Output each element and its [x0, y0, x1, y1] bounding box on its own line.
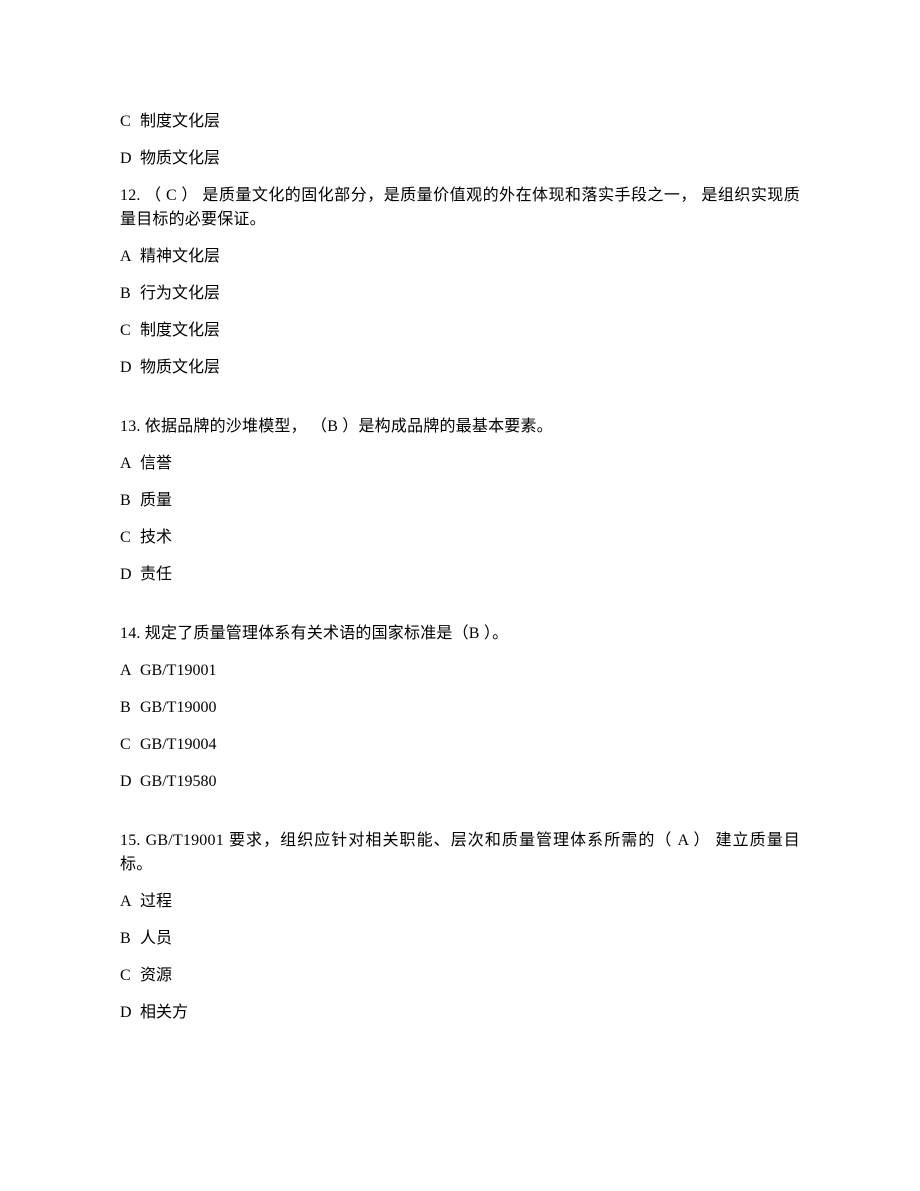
option-label: B: [120, 696, 136, 720]
question-text: 12. （ C ） 是质量文化的固化部分，是质量价值观的外在体现和落实手段之一，…: [120, 184, 800, 232]
option-text: 资源: [140, 967, 172, 984]
option-label: C: [120, 733, 136, 757]
option-row: C GB/T19004: [120, 733, 800, 757]
option-text: GB/T19001: [140, 662, 216, 679]
option-label: D: [120, 356, 136, 380]
spacer: [120, 600, 800, 622]
option-row: C 技术: [120, 526, 800, 550]
option-row: A GB/T19001: [120, 659, 800, 683]
document-page: C 制度文化层 D 物质文化层 12. （ C ） 是质量文化的固化部分，是质量…: [0, 0, 920, 1098]
option-row: B 行为文化层: [120, 282, 800, 306]
question-text: 14. 规定了质量管理体系有关术语的国家标准是（B ）。: [120, 622, 800, 646]
question-text: 15. GB/T19001 要求，组织应针对相关职能、层次和质量管理体系所需的（…: [120, 829, 800, 877]
option-label: C: [120, 964, 136, 988]
question-body: GB/T19001 要求，组织应针对相关职能、层次和质量管理体系所需的（ A ）…: [120, 832, 800, 873]
option-text: 过程: [140, 893, 172, 910]
option-text: 物质文化层: [140, 150, 220, 167]
option-row: C 资源: [120, 964, 800, 988]
option-row: D 责任: [120, 563, 800, 587]
option-text: GB/T19580: [140, 773, 216, 790]
option-text: 质量: [140, 492, 172, 509]
option-text: 信誉: [140, 455, 172, 472]
question-body: （ C ） 是质量文化的固化部分，是质量价值观的外在体现和落实手段之一， 是组织…: [120, 187, 800, 228]
option-row: D 相关方: [120, 1001, 800, 1025]
option-text: 技术: [140, 529, 172, 546]
option-text: 制度文化层: [140, 322, 220, 339]
option-text: 精神文化层: [140, 248, 220, 265]
option-label: B: [120, 489, 136, 513]
option-label: B: [120, 282, 136, 306]
question-text: 13. 依据品牌的沙堆模型， （B ）是构成品牌的最基本要素。: [120, 415, 800, 439]
option-label: C: [120, 319, 136, 343]
spacer: [120, 393, 800, 415]
option-text: GB/T19004: [140, 736, 216, 753]
option-row: C 制度文化层: [120, 110, 800, 134]
option-label: D: [120, 770, 136, 794]
spacer: [120, 807, 800, 829]
question-number: 14.: [120, 625, 141, 642]
option-text: 相关方: [140, 1004, 188, 1021]
option-label: A: [120, 452, 136, 476]
option-row: D 物质文化层: [120, 356, 800, 380]
option-label: C: [120, 110, 136, 134]
question-number: 13.: [120, 418, 141, 435]
option-label: B: [120, 927, 136, 951]
question-number: 12.: [120, 187, 141, 204]
option-text: 人员: [140, 930, 172, 947]
option-label: D: [120, 563, 136, 587]
option-row: B 质量: [120, 489, 800, 513]
option-label: C: [120, 526, 136, 550]
question-body: 依据品牌的沙堆模型， （B ）是构成品牌的最基本要素。: [141, 418, 553, 435]
option-row: A 过程: [120, 890, 800, 914]
option-row: B GB/T19000: [120, 696, 800, 720]
option-row: D 物质文化层: [120, 147, 800, 171]
option-label: A: [120, 890, 136, 914]
option-row: B 人员: [120, 927, 800, 951]
option-text: GB/T19000: [140, 699, 216, 716]
option-row: C 制度文化层: [120, 319, 800, 343]
question-body: 规定了质量管理体系有关术语的国家标准是（B ）。: [141, 625, 509, 642]
option-label: D: [120, 1001, 136, 1025]
option-row: D GB/T19580: [120, 770, 800, 794]
option-row: A 信誉: [120, 452, 800, 476]
option-label: A: [120, 245, 136, 269]
question-number: 15.: [120, 832, 141, 849]
option-label: A: [120, 659, 136, 683]
option-label: D: [120, 147, 136, 171]
option-row: A 精神文化层: [120, 245, 800, 269]
option-text: 责任: [140, 566, 172, 583]
option-text: 制度文化层: [140, 113, 220, 130]
option-text: 物质文化层: [140, 359, 220, 376]
option-text: 行为文化层: [140, 285, 220, 302]
